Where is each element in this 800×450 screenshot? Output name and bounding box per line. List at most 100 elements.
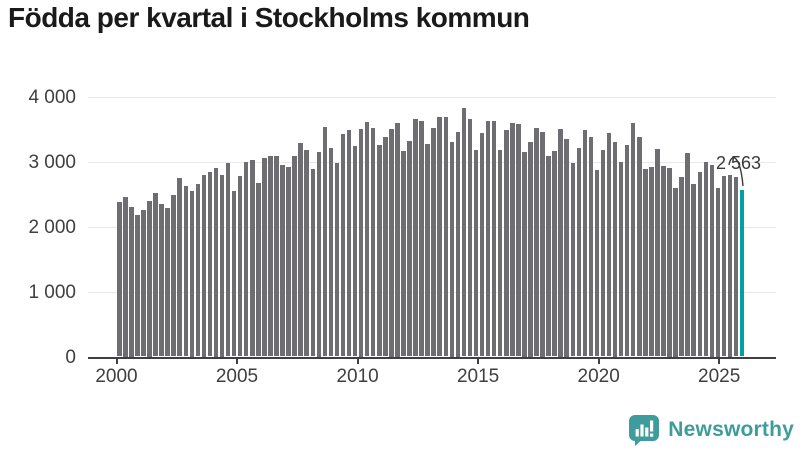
newsworthy-logo-icon — [629, 415, 660, 446]
bar — [195, 183, 201, 357]
bar — [709, 164, 715, 357]
bar — [504, 130, 509, 357]
bar — [600, 149, 606, 357]
bar — [473, 149, 479, 357]
bar — [419, 121, 424, 357]
bar — [304, 150, 309, 357]
x-axis-tick — [597, 358, 600, 364]
x-axis-tick — [356, 358, 359, 364]
bar — [522, 151, 527, 357]
bar — [697, 171, 702, 357]
bar-highlighted — [739, 189, 745, 357]
bar — [364, 121, 370, 357]
bar — [618, 162, 624, 357]
bar — [346, 130, 352, 357]
bar — [437, 117, 442, 357]
bar — [425, 143, 430, 357]
x-axis-tick — [477, 358, 480, 364]
bar — [643, 168, 648, 357]
bar — [153, 192, 158, 357]
bar — [630, 123, 636, 357]
bar — [377, 144, 382, 357]
bar — [207, 171, 213, 357]
bar — [219, 174, 225, 357]
bar — [431, 127, 436, 357]
bar — [449, 142, 455, 357]
x-axis-tick — [718, 358, 721, 364]
bar — [485, 120, 491, 357]
bar — [552, 151, 557, 357]
bar — [334, 162, 340, 357]
bar — [201, 174, 207, 357]
bar — [667, 168, 672, 357]
bar — [637, 137, 642, 357]
bar — [715, 187, 721, 357]
x-axis-label: 2015 — [456, 365, 500, 387]
bar — [340, 134, 346, 357]
bar — [673, 187, 678, 357]
bar — [564, 138, 569, 357]
bar — [165, 208, 170, 357]
bar — [310, 169, 315, 357]
bar — [624, 144, 630, 357]
bar — [407, 141, 412, 357]
bar — [661, 166, 666, 357]
bar — [497, 150, 503, 357]
bar — [383, 137, 388, 357]
bar — [256, 182, 261, 357]
bar — [685, 153, 690, 357]
bar — [292, 155, 297, 357]
newsworthy-logo[interactable]: Newsworthy — [628, 414, 794, 446]
x-axis-label: 2010 — [336, 365, 379, 387]
bar — [558, 129, 563, 357]
x-axis-label: 2000 — [95, 365, 138, 387]
bar — [141, 209, 146, 357]
bar — [395, 122, 400, 357]
bar — [250, 159, 255, 357]
bar — [703, 162, 709, 357]
x-axis-label: 2020 — [577, 365, 620, 387]
brand-name: Newsworthy — [668, 418, 794, 441]
bar — [243, 162, 249, 357]
bar — [117, 202, 122, 357]
bar — [231, 191, 237, 357]
bar — [147, 200, 152, 357]
bar — [582, 130, 588, 357]
x-axis-label: 2005 — [215, 365, 259, 387]
bar — [455, 132, 461, 357]
bar — [570, 162, 576, 357]
bar — [389, 129, 394, 357]
bar — [274, 156, 279, 357]
bar — [594, 169, 600, 357]
bar — [171, 195, 176, 357]
y-axis-label: 4 000 — [28, 86, 76, 108]
bar — [286, 167, 291, 357]
bar — [322, 127, 328, 357]
bar — [655, 149, 660, 357]
bar — [516, 124, 521, 357]
bar — [401, 151, 406, 357]
gridline-4000 — [88, 96, 776, 98]
bar — [461, 108, 467, 357]
bar — [612, 142, 618, 357]
bar — [727, 174, 733, 357]
bar — [546, 156, 551, 357]
bar — [606, 132, 612, 357]
bar — [733, 177, 739, 357]
bar — [280, 165, 285, 357]
chart-title: Födda per kvartal i Stockholms kommun — [8, 2, 530, 33]
bar — [491, 120, 497, 357]
bar — [576, 147, 582, 357]
bar — [443, 116, 449, 357]
bar — [316, 151, 322, 357]
x-axis-label: 2025 — [698, 365, 741, 387]
x-axis-tick — [115, 358, 118, 364]
bar — [467, 118, 473, 357]
bar — [189, 190, 195, 357]
y-axis-label: 2 000 — [28, 216, 76, 238]
bar — [352, 145, 358, 357]
bar — [159, 204, 164, 357]
x-axis-line — [88, 356, 776, 359]
bar — [298, 142, 303, 357]
